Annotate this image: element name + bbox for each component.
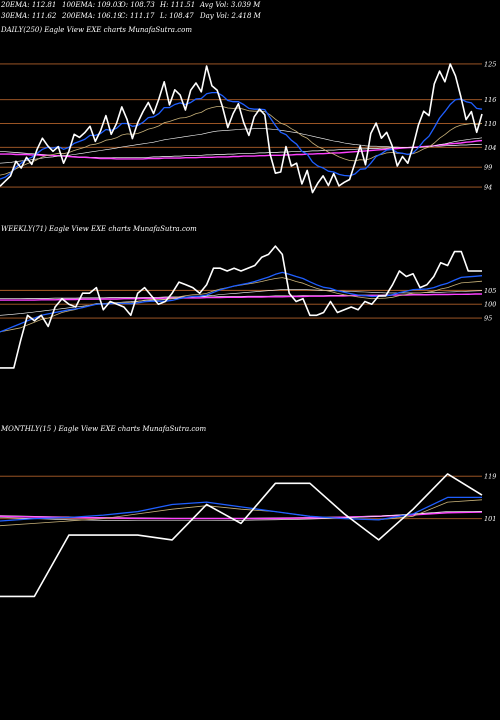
monthly-chart-title: MONTHLY(15 ) Eagle View EXE charts Munaf… (1, 425, 207, 433)
header-ema30: 30EMA: 111.62 (1, 12, 57, 20)
weekly-ema20-line (0, 271, 483, 333)
weekly-chart-title: WEEKLY(71) Eagle View EXE charts MunafaS… (1, 225, 197, 233)
monthly-price-line (0, 473, 483, 598)
header-ema200: 200EMA: 106.19 (62, 12, 122, 20)
daily-y-tick-label: 116 (484, 96, 496, 104)
weekly-ema50-line (0, 289, 483, 316)
daily-chart-title: DAILY(250) Eagle View EXE charts MunafaS… (1, 26, 192, 34)
monthly-ema30-line (0, 499, 483, 527)
weekly-y-tick-label: 100 (484, 301, 496, 309)
daily-ema50-line (0, 128, 483, 164)
daily-y-tick-label: 104 (484, 144, 496, 152)
monthly-y-tick-label: 119 (484, 473, 496, 481)
header-close: C: 111.17 (120, 12, 155, 20)
weekly-price-line (0, 245, 482, 369)
weekly-y-tick-label: 95 (484, 315, 492, 323)
header-avg-vol: Avg Vol: 3.039 M (200, 1, 261, 9)
daily-panel: 125 116 110 104 99 94 (0, 60, 496, 194)
monthly-panel: 119 101 (0, 473, 496, 598)
daily-y-tick-label: 99 (484, 164, 492, 172)
weekly-y-tick-label: 105 (484, 287, 496, 295)
weekly-ema100-line (0, 293, 482, 301)
header-ema100: 100EMA: 109.03 (62, 1, 122, 9)
header-ema20: 20EMA: 112.81 (1, 1, 57, 9)
daily-y-tick-label: 125 (484, 60, 496, 68)
monthly-y-tick-label: 101 (484, 515, 496, 523)
header-high: H: 111.51 (160, 1, 196, 9)
daily-y-tick-label: 110 (484, 120, 496, 128)
daily-price-line (0, 63, 483, 194)
header-day-vol: Day Vol: 2.418 M (200, 12, 261, 20)
daily-y-tick-label: 94 (484, 184, 492, 192)
daily-ema100-line (0, 139, 483, 160)
header-open: O: 108.73 (120, 1, 155, 9)
weekly-panel: 105 100 95 (0, 245, 496, 369)
header-low: L: 108.47 (160, 12, 194, 20)
monthly-ema20-line (0, 496, 482, 522)
daily-ema20-line (0, 91, 483, 180)
